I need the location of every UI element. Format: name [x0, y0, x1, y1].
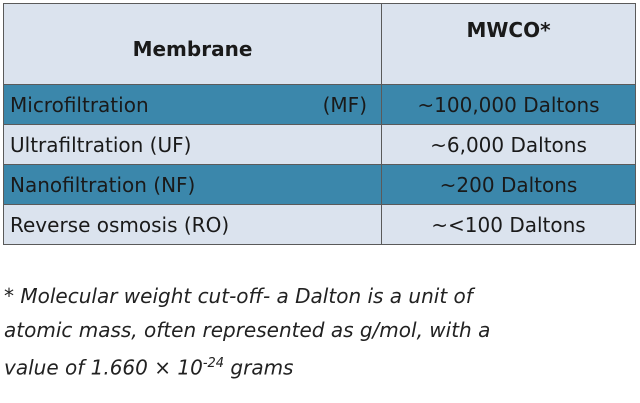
row-mwco-cell: ~200 Daltons	[381, 164, 636, 205]
membrane-name: Nanofiltration (NF)	[10, 172, 196, 197]
table-row: Nanofiltration (NF) ~200 Daltons	[3, 164, 636, 205]
membrane-name: Ultrafiltration (UF)	[10, 132, 192, 157]
table-header-row: Membrane MWCO*	[3, 3, 636, 85]
row-membrane-cell: Nanofiltration (NF)	[3, 164, 382, 205]
footnote-line-3-suffix: grams	[224, 355, 294, 380]
header-mwco: MWCO*	[381, 3, 636, 85]
footnote-line-1: * Molecular weight cut-off- a Dalton is …	[4, 284, 473, 308]
header-mwco-label: MWCO*	[466, 18, 551, 42]
table-row: Ultrafiltration (UF) ~6,000 Daltons	[3, 124, 636, 165]
row-mwco-cell: ~100,000 Daltons	[381, 84, 636, 125]
row-membrane-cell: Reverse osmosis (RO)	[3, 204, 382, 245]
table-row: Microfiltration (MF) ~100,000 Daltons	[3, 84, 636, 125]
table-row: Reverse osmosis (RO) ~<100 Daltons	[3, 204, 636, 245]
membrane-name: Reverse osmosis (RO)	[10, 212, 230, 237]
footnote-line-3: value of 1.660 × 10-24 grams	[4, 347, 634, 385]
header-membrane-label: Membrane	[132, 37, 253, 61]
row-membrane-cell: Ultrafiltration (UF)	[3, 124, 382, 165]
membrane-table-container: Membrane MWCO* Microfiltration (MF) ~100…	[3, 3, 636, 245]
membrane-abbreviation: (MF)	[322, 92, 367, 117]
header-membrane: Membrane	[3, 3, 382, 85]
footnote-line-2: atomic mass, often represented as g/mol,…	[4, 318, 491, 342]
membrane-name: Microfiltration	[10, 92, 149, 117]
membrane-mwco-table: Membrane MWCO* Microfiltration (MF) ~100…	[3, 3, 636, 245]
row-membrane-cell: Microfiltration (MF)	[3, 84, 382, 125]
footnote-exponent: -24	[202, 356, 225, 371]
footnote-line-3-prefix: value of 1.660 × 10	[4, 355, 203, 380]
row-mwco-cell: ~<100 Daltons	[381, 204, 636, 245]
row-mwco-cell: ~6,000 Daltons	[381, 124, 636, 165]
footnote: * Molecular weight cut-off- a Dalton is …	[4, 279, 634, 385]
